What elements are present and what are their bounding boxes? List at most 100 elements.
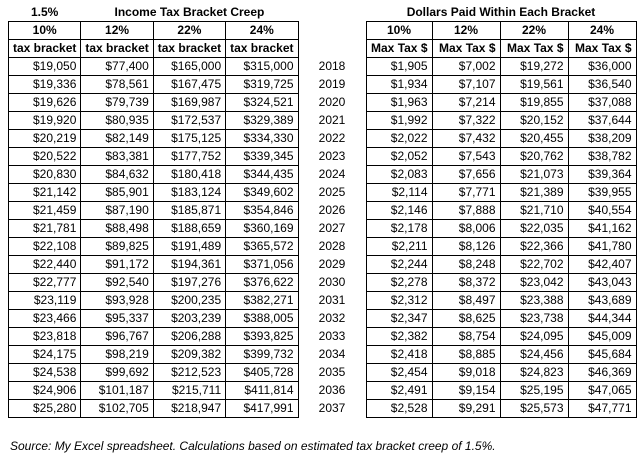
max-tax-cell: $2,114 [365, 183, 433, 202]
year-cell: 2033 [318, 329, 346, 343]
bracket-cell: $209,382 [152, 345, 227, 364]
max-tax-cell: $7,656 [431, 165, 501, 184]
bracket-cell: $203,239 [152, 309, 227, 328]
max-tax-cell: $22,702 [499, 255, 569, 274]
table-row: $23,466 $95,337 $203,239 $388,005 2032 $2,347… [7, 309, 637, 328]
max-tax-cell: $24,456 [499, 345, 569, 364]
max-tax-cell: $38,209 [567, 129, 637, 148]
bracket-cell: $22,777 [7, 273, 82, 292]
max-tax-cell: $7,107 [431, 75, 501, 94]
bracket-cell: $319,725 [225, 75, 299, 94]
bracket-cell: $87,190 [80, 201, 154, 220]
header-cell: 22% [152, 21, 227, 40]
bracket-cell: $21,459 [7, 201, 82, 220]
bracket-cell: $215,711 [152, 381, 227, 400]
max-tax-cell: $8,006 [431, 219, 501, 238]
bracket-cell: $84,632 [80, 165, 154, 184]
bracket-cell: $20,219 [7, 129, 82, 148]
bracket-cell: $95,337 [80, 309, 154, 328]
bracket-cell: $167,475 [152, 75, 227, 94]
max-tax-cell: $39,364 [567, 165, 637, 184]
max-tax-cell: $23,042 [499, 273, 569, 292]
bracket-cell: $93,928 [80, 291, 154, 310]
max-tax-cell: $1,992 [365, 111, 433, 130]
max-tax-cell: $8,625 [431, 309, 501, 328]
header-cell: Max Tax $ [499, 39, 569, 58]
header-row-label: tax bracket tax bracket tax bracket tax … [7, 39, 637, 58]
max-tax-cell: $21,073 [499, 165, 569, 184]
header-cell: Max Tax $ [567, 39, 637, 58]
max-tax-cell: $7,322 [431, 111, 501, 130]
max-tax-cell: $1,905 [365, 57, 433, 76]
year-cell: 2019 [318, 77, 346, 91]
bracket-cell: $411,814 [225, 381, 299, 400]
max-tax-cell: $8,372 [431, 273, 501, 292]
bracket-cell: $24,175 [7, 345, 82, 364]
header-cell: 12% [80, 21, 154, 40]
bracket-cell: $78,561 [80, 75, 154, 94]
max-tax-cell: $45,009 [567, 327, 637, 346]
header-cell: 24% [567, 21, 637, 40]
max-tax-cell: $7,432 [431, 129, 501, 148]
bracket-cell: $92,540 [80, 273, 154, 292]
table-row: $19,920 $80,935 $172,537 $329,389 2021 $1,992… [7, 111, 637, 130]
bracket-cell: $194,361 [152, 255, 227, 274]
bracket-cell: $376,622 [225, 273, 299, 292]
max-tax-cell: $45,684 [567, 345, 637, 364]
header-cell: tax bracket [7, 39, 82, 58]
left-table-title: Income Tax Bracket Creep [114, 5, 265, 19]
max-tax-cell: $21,389 [499, 183, 569, 202]
max-tax-cell: $47,065 [567, 381, 637, 400]
bracket-cell: $371,056 [225, 255, 299, 274]
max-tax-cell: $44,344 [567, 309, 637, 328]
bracket-cell: $324,521 [225, 93, 299, 112]
bracket-cell: $102,705 [80, 399, 154, 418]
creep-rate-label: 1.5% [31, 5, 59, 19]
bracket-cell: $19,626 [7, 93, 82, 112]
bracket-cell: $183,124 [152, 183, 227, 202]
bracket-cell: $417,991 [225, 399, 299, 418]
bracket-cell: $82,149 [80, 129, 154, 148]
max-tax-cell: $8,126 [431, 237, 501, 256]
header-cell: Max Tax $ [365, 39, 433, 58]
table-row: $19,626 $79,739 $169,987 $324,521 2020 $1,963… [7, 93, 637, 112]
max-tax-cell: $42,407 [567, 255, 637, 274]
table-row: $23,818 $96,767 $206,288 $393,825 2033 $2,382… [7, 327, 637, 346]
bracket-cell: $83,381 [80, 147, 154, 166]
year-cell: 2036 [318, 383, 346, 397]
year-cell: 2024 [318, 167, 346, 181]
max-tax-cell: $2,491 [365, 381, 433, 400]
bracket-cell: $91,172 [80, 255, 154, 274]
bracket-cell: $206,288 [152, 327, 227, 346]
max-tax-cell: $43,689 [567, 291, 637, 310]
table-row: $21,781 $88,498 $188,659 $360,169 2027 $2,178… [7, 219, 637, 238]
year-cell: 2032 [318, 311, 346, 325]
bracket-cell: $101,187 [80, 381, 154, 400]
title-row: 1.5% Income Tax Bracket Creep Dollars Pa… [9, 4, 637, 22]
max-tax-cell: $2,347 [365, 309, 433, 328]
year-cell: 2029 [318, 257, 346, 271]
table-row: $20,522 $83,381 $177,752 $339,345 2023 $2,052… [7, 147, 637, 166]
bracket-cell: $19,050 [7, 57, 82, 76]
source-note: Source: My Excel spreadsheet. Calculatio… [10, 439, 496, 453]
max-tax-cell: $41,780 [567, 237, 637, 256]
max-tax-cell: $8,248 [431, 255, 501, 274]
max-tax-cell: $39,955 [567, 183, 637, 202]
header-cell: 12% [431, 21, 501, 40]
bracket-cell: $98,219 [80, 345, 154, 364]
max-tax-cell: $2,278 [365, 273, 433, 292]
table-row: $22,108 $89,825 $191,489 $365,572 2028 $2,211… [7, 237, 637, 256]
year-cell: 2035 [318, 365, 346, 379]
year-cell: 2034 [318, 347, 346, 361]
bracket-cell: $20,522 [7, 147, 82, 166]
bracket-cell: $185,871 [152, 201, 227, 220]
max-tax-cell: $38,782 [567, 147, 637, 166]
bracket-cell: $21,142 [7, 183, 82, 202]
bracket-cell: $19,920 [7, 111, 82, 130]
max-tax-cell: $7,002 [431, 57, 501, 76]
header-cell: 10% [7, 21, 82, 40]
bracket-cell: $23,119 [7, 291, 82, 310]
bracket-cell: $177,752 [152, 147, 227, 166]
bracket-cell: $80,935 [80, 111, 154, 130]
bracket-cell: $191,489 [152, 237, 227, 256]
